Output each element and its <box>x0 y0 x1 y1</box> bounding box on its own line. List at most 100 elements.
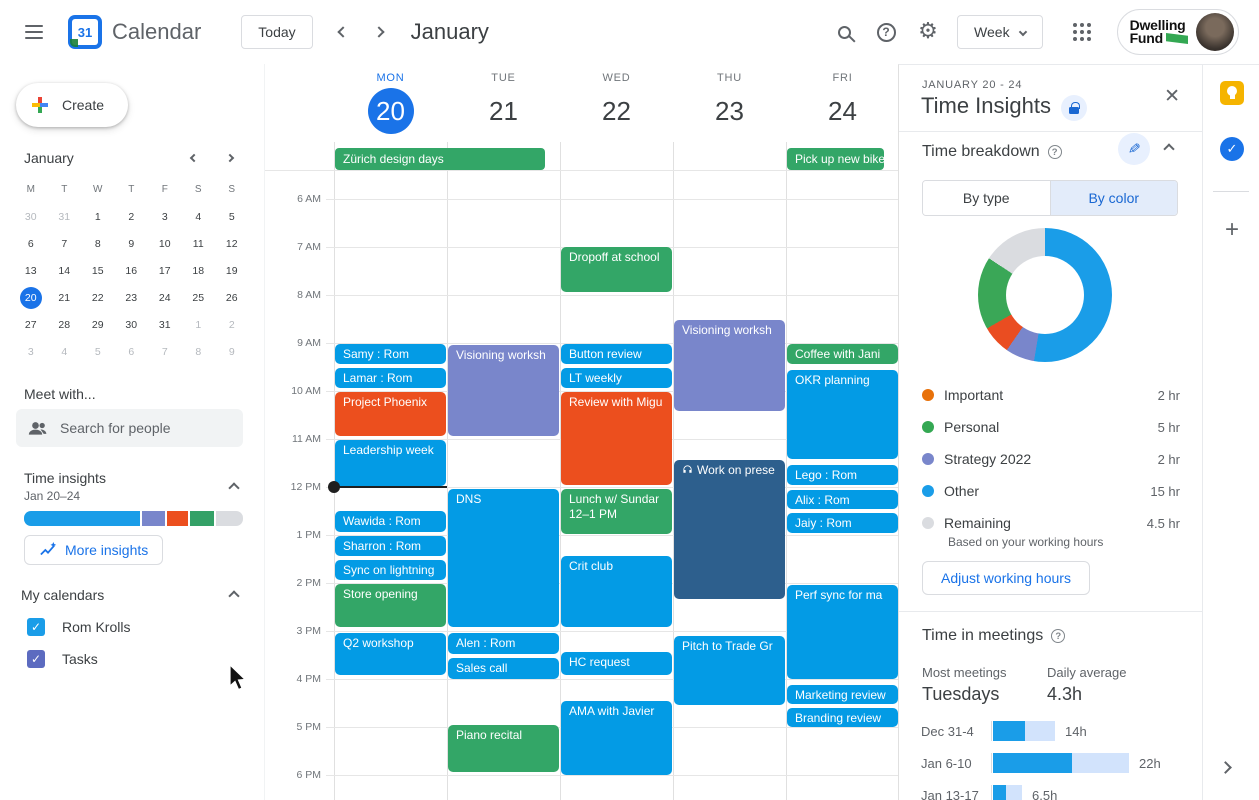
minical-date[interactable]: 27 <box>14 311 48 338</box>
next-week-button[interactable] <box>361 14 397 50</box>
calendar-event[interactable]: Store opening <box>335 583 446 628</box>
minical-date[interactable]: 4 <box>48 338 82 365</box>
more-insights-button[interactable]: More insights <box>24 535 164 565</box>
calendar-event[interactable]: LT weekly <box>561 367 672 389</box>
calendar-list-item[interactable]: ✓ Rom Krolls <box>27 618 130 636</box>
allday-event[interactable]: Zürich design days <box>335 148 545 170</box>
collapse-time-breakdown-button[interactable] <box>1157 137 1181 161</box>
by-color-tab[interactable]: By color <box>1049 181 1177 215</box>
checkbox-checked[interactable]: ✓ <box>27 650 45 668</box>
minical-date[interactable]: 9 <box>215 338 249 365</box>
minical-date[interactable]: 5 <box>215 203 249 230</box>
minical-date[interactable]: 26 <box>215 284 249 311</box>
minical-date[interactable]: 6 <box>115 338 149 365</box>
day-number[interactable]: 22 <box>602 96 631 126</box>
minical-date[interactable]: 23 <box>115 284 149 311</box>
minical-date[interactable]: 29 <box>81 311 115 338</box>
minical-date[interactable]: 22 <box>81 284 115 311</box>
calendar-event[interactable]: Sharron : Rom <box>335 535 446 557</box>
calendar-event[interactable]: Dropoff at school <box>561 247 672 293</box>
calendar-event[interactable]: Pitch to Trade Gr <box>674 635 785 705</box>
collapse-my-calendars-button[interactable] <box>222 584 246 608</box>
avatar[interactable] <box>1196 13 1234 51</box>
minical-date[interactable]: 10 <box>148 230 182 257</box>
minical-date[interactable]: 6 <box>14 230 48 257</box>
minical-date[interactable]: 12 <box>215 230 249 257</box>
close-panel-button[interactable]: ✕ <box>1164 86 1180 107</box>
keep-button[interactable] <box>1219 80 1245 106</box>
calendar-event[interactable]: Coffee with Jani <box>787 343 898 365</box>
calendar-event[interactable]: HC request <box>561 652 672 676</box>
minical-date[interactable]: 8 <box>182 338 216 365</box>
minical-date[interactable]: 24 <box>148 284 182 311</box>
minical-date[interactable]: 13 <box>14 257 48 284</box>
calendar-event[interactable]: Button review <box>561 343 672 365</box>
calendar-event[interactable]: Jaiy : Rom <box>787 512 898 534</box>
calendar-event[interactable]: Samy : Rom <box>335 343 446 365</box>
calendar-event[interactable]: Visioning worksh <box>448 344 559 437</box>
minical-date[interactable]: 18 <box>182 257 216 284</box>
calendar-event[interactable]: Wawida : Rom <box>335 511 446 533</box>
calendar-event[interactable]: Sales call <box>448 657 559 679</box>
minical-date[interactable]: 7 <box>48 230 82 257</box>
minical-date[interactable]: 30 <box>115 311 149 338</box>
minical-date[interactable]: 2 <box>215 311 249 338</box>
calendar-event[interactable]: Lunch w/ Sundar 12–1 PM <box>561 488 672 534</box>
calendar-event[interactable]: Review with Migu <box>561 391 672 486</box>
minical-date[interactable]: 8 <box>81 230 115 257</box>
settings-button[interactable]: ⚙ <box>907 11 949 53</box>
minical-date[interactable]: 3 <box>14 338 48 365</box>
minical-date[interactable]: 15 <box>81 257 115 284</box>
calendar-event[interactable]: Alen : Rom <box>448 632 559 654</box>
minical-date[interactable]: 3 <box>148 203 182 230</box>
minical-date[interactable]: 31 <box>148 311 182 338</box>
checkbox-checked[interactable]: ✓ <box>27 618 45 636</box>
account-switcher[interactable]: Dwelling Fund <box>1116 9 1239 55</box>
minical-date[interactable]: 14 <box>48 257 82 284</box>
calendar-event[interactable]: Lamar : Rom <box>335 367 446 389</box>
allday-event[interactable]: Pick up new bike <box>787 148 884 170</box>
create-button[interactable]: Create <box>16 83 129 127</box>
minical-date[interactable]: 11 <box>182 230 216 257</box>
calendar-event[interactable]: Perf sync for ma <box>787 584 898 679</box>
prev-week-button[interactable] <box>325 14 361 50</box>
minical-date[interactable]: 28 <box>48 311 82 338</box>
minical-date[interactable]: 2 <box>115 203 149 230</box>
minical-date[interactable]: 1 <box>182 311 216 338</box>
by-type-tab[interactable]: By type <box>923 181 1050 215</box>
minical-date[interactable]: 21 <box>48 284 82 311</box>
hide-side-panel-button[interactable] <box>1219 759 1232 775</box>
calendar-event[interactable]: Project Phoenix <box>335 391 446 437</box>
calendar-event[interactable]: Q2 workshop <box>335 632 446 676</box>
help-icon[interactable]: ? <box>1047 145 1062 159</box>
get-addons-button[interactable]: + <box>1219 216 1245 243</box>
minical-date[interactable]: 4 <box>182 203 216 230</box>
minical-prev-button[interactable] <box>182 146 206 170</box>
search-people-input[interactable]: Search for people <box>16 409 243 447</box>
help-icon[interactable]: ? <box>1051 629 1066 643</box>
calendar-event[interactable]: Crit club <box>561 556 672 628</box>
edit-working-hours-button[interactable]: ✎ <box>1118 133 1150 165</box>
calendar-event[interactable]: AMA with Javier <box>561 701 672 775</box>
collapse-time-insights-button[interactable] <box>222 476 246 500</box>
today-button[interactable]: Today <box>241 15 313 49</box>
day-number[interactable]: 23 <box>715 96 744 126</box>
main-menu-icon[interactable] <box>14 12 54 52</box>
minical-date[interactable]: 5 <box>81 338 115 365</box>
search-button[interactable] <box>823 11 865 53</box>
calendar-list-item[interactable]: ✓ Tasks <box>27 650 98 668</box>
minical-date[interactable]: 31 <box>48 203 82 230</box>
adjust-working-hours-button[interactable]: Adjust working hours <box>922 561 1090 595</box>
minical-next-button[interactable] <box>218 146 242 170</box>
calendar-event[interactable]: Piano recital <box>448 725 559 773</box>
minical-date[interactable]: 7 <box>148 338 182 365</box>
minical-date[interactable]: 30 <box>14 203 48 230</box>
minical-date[interactable]: 17 <box>148 257 182 284</box>
calendar-event[interactable]: Branding review <box>787 707 898 727</box>
day-number[interactable]: 20 <box>367 88 414 134</box>
day-number[interactable]: 24 <box>828 96 857 126</box>
google-apps-button[interactable] <box>1061 11 1103 53</box>
calendar-event[interactable]: Work on prese <box>674 460 785 599</box>
minical-date[interactable]: 1 <box>81 203 115 230</box>
help-button[interactable]: ? <box>865 11 907 53</box>
